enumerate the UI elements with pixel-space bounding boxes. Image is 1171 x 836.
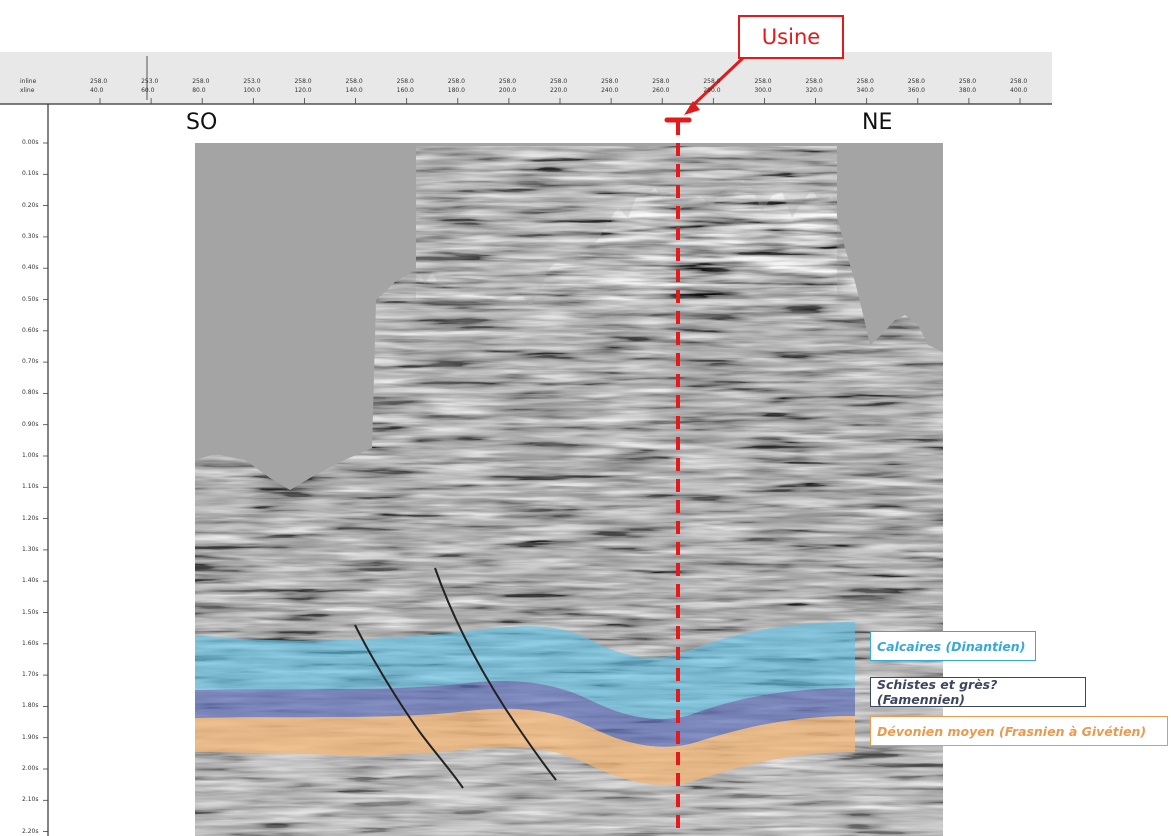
header-tick-label: 300.0 (754, 87, 772, 94)
header-tick-label: 258.0 (192, 78, 210, 85)
time-tick-label: 2.20s (22, 827, 39, 835)
header-tick-label: 280.0 (703, 87, 721, 94)
time-tick-label: 1.70s (22, 671, 39, 679)
fault-line-1 (354, 624, 464, 789)
limestone-layer (195, 622, 855, 720)
time-axis-ticks (43, 142, 48, 832)
header-tick-label: 180.0 (447, 87, 465, 94)
header-tick-label: 258.0 (345, 78, 363, 85)
shale-sandstone-layer (195, 681, 855, 747)
header-tick-label: 340.0 (856, 87, 874, 94)
time-tick-label: 2.10s (22, 796, 39, 804)
header-tick-label: 258.0 (856, 78, 874, 85)
header-tick-label: 260.0 (652, 87, 670, 94)
middle-devonian-layer (195, 708, 855, 785)
header-tick-label: 258.0 (498, 78, 517, 85)
legend-label-limestone: Calcaires (Dinantien) (877, 638, 1026, 654)
time-tick-label: 0.80s (22, 389, 39, 397)
header-tick-label: 240.0 (601, 87, 619, 94)
time-tick-label: 0.60s (22, 326, 39, 334)
header-tick-label: 200.0 (498, 87, 517, 94)
header-tick-label: 258.0 (652, 78, 670, 85)
header-tick-label: 258.0 (396, 78, 414, 85)
header-tick-label: 140.0 (345, 87, 363, 94)
time-tick-label: 1.90s (22, 733, 39, 741)
header-tick-label: 258.0 (447, 78, 465, 85)
header-tick-label: 258.0 (958, 78, 977, 85)
seismic-spikes (416, 146, 837, 300)
legend-limestone: Calcaires (Dinantien) (870, 631, 1036, 661)
header-tick-label: 258.0 (703, 78, 721, 85)
time-tick-label: 1.00s (22, 452, 39, 459)
fault-line-2 (434, 567, 557, 781)
header-tick-label: 100.0 (243, 87, 261, 94)
time-tick-label: 1.10s (22, 483, 39, 491)
header-tick-label: 258.0 (1010, 78, 1028, 85)
header-tick-label: 360.0 (907, 87, 925, 94)
header-tick-label: 60.0 (141, 87, 155, 94)
header-tick-label: 258.0 (550, 78, 568, 85)
header-tick-label: 258.0 (907, 78, 925, 85)
header-tick-label: 320.0 (805, 87, 823, 94)
header-tick-label: 258.0 (754, 78, 772, 85)
header-tick-label: 220.0 (550, 87, 568, 94)
legend-label-shale-sandstone: Schistes et grès?(Famennien) (877, 677, 998, 707)
header-tick-label: 80.0 (192, 87, 206, 94)
time-tick-label: 1.30s (22, 545, 39, 553)
header-tick-label: 258.0 (294, 78, 312, 85)
header-tick-label: 258.0 (601, 78, 619, 85)
time-tick-label: 0.10s (22, 170, 39, 178)
time-tick-label: 0.00s (22, 139, 39, 146)
legend-shale-sandstone: Schistes et grès?(Famennien) (870, 677, 1086, 707)
time-tick-label: 1.60s (22, 639, 39, 647)
header-tick-label: 380.0 (958, 87, 977, 94)
time-tick-label: 0.90s (22, 420, 39, 428)
time-tick-label: 0.20s (22, 201, 39, 209)
header-tick-label: 160.0 (396, 87, 414, 94)
callout-arrow (688, 56, 745, 110)
header-row-label: inline (20, 78, 37, 85)
time-tick-label: 0.30s (22, 232, 39, 240)
header-tick-marks (99, 98, 1021, 104)
time-tick-label: 1.50s (22, 608, 39, 616)
header-tick-label: 400.0 (1010, 87, 1028, 94)
header-tick-label: 253.0 (243, 78, 261, 85)
header-row-label: xline (20, 87, 35, 94)
plant-callout: Usine (738, 15, 844, 59)
direction-label-ne: NE (862, 110, 893, 135)
plant-label: Usine (761, 25, 821, 49)
header-strip (0, 52, 1052, 104)
legend-label-middle-devonian: Dévonien moyen (Frasnien à Givétien) (877, 723, 1147, 739)
direction-label-sw: SO (186, 110, 218, 135)
time-tick-label: 0.70s (22, 358, 39, 366)
time-tick-label: 0.40s (22, 264, 39, 272)
legend-middle-devonian: Dévonien moyen (Frasnien à Givétien) (870, 716, 1168, 746)
header-tick-label: 258.0 (805, 78, 823, 85)
time-tick-label: 2.00s (22, 765, 39, 772)
header-tick-label: 40.0 (90, 87, 104, 94)
time-tick-label: 1.80s (22, 702, 39, 710)
header-tick-label: 253.0 (141, 78, 159, 85)
time-tick-label: 1.20s (22, 514, 39, 522)
time-tick-label: 1.40s (22, 577, 39, 585)
time-tick-label: 0.50s (22, 295, 39, 303)
header-tick-label: 258.0 (90, 78, 108, 85)
header-tick-label: 120.0 (294, 87, 312, 94)
